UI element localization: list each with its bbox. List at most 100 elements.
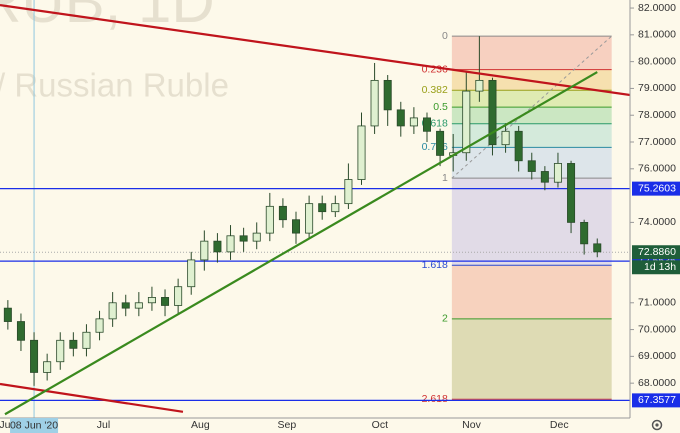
price-tag: 67.3577 [638,394,676,406]
candle-body [56,339,65,363]
x-tick-label: Nov [462,419,481,431]
watermark-subtitle: / Russian Ruble [0,67,229,104]
y-tick-label: 70.0000 [638,323,676,335]
time-axis [0,418,630,433]
fib-label: 0 [442,30,448,42]
fib-zone [451,90,612,108]
fib-zone [451,318,612,400]
candle-body [252,232,261,242]
candle-body [383,79,392,111]
candle-body [580,221,589,245]
y-tick-label: 79.0000 [638,82,676,94]
last-price-tag: 72.8860 [638,246,676,258]
x-tick-label: Aug [191,419,210,431]
candle-body [501,130,510,146]
y-tick-label: 77.0000 [638,136,676,148]
settings-icon[interactable] [651,419,663,431]
candle-body [527,160,536,172]
candle-body [462,90,471,154]
countdown: 1d 13h [644,261,676,273]
candle-body [121,302,130,309]
candle-body [344,179,353,205]
candle-body [357,125,366,180]
candle-body [161,297,170,306]
candle-body [134,302,143,309]
candle-body [265,205,274,234]
fib-label: 0.5 [433,101,448,113]
candle-body [553,163,562,183]
price-axis [630,0,680,433]
fib-label: 1.618 [422,259,448,271]
y-tick-label: 78.0000 [638,109,676,121]
y-tick-label: 71.0000 [638,297,676,309]
fib-zone [451,265,612,319]
candle-body [108,302,117,320]
candle-body [82,331,91,349]
candle-body [540,171,549,183]
y-tick-label: 76.0000 [638,163,676,175]
trend-line [0,4,630,97]
countdown-bg [632,260,680,275]
fib-zone [451,36,612,70]
candle-body [514,130,523,162]
candle-body [187,259,196,288]
candle-body [370,79,379,127]
candle-body [318,203,327,213]
fib-label: 2.618 [422,393,448,405]
y-tick-label: 68.0000 [638,377,676,389]
candle-body [69,339,78,349]
candle-body [3,307,12,322]
candle-body [174,286,183,306]
candle-body [436,130,445,156]
x-tick-label: Sep [277,419,296,431]
candle-body [16,321,25,341]
candle-body [396,109,405,127]
candle-body [488,79,497,146]
candle-body [95,318,104,333]
candle-body [305,203,314,234]
fib-label: 2 [442,313,448,325]
y-tick-label: 74.0000 [638,216,676,228]
price-tag-bg [632,181,680,196]
y-tick-label: 81.0000 [638,29,676,41]
x-tick-label: Dec [550,419,569,431]
trend-line [4,71,598,416]
candle-body [226,235,235,253]
fib-zone [451,123,612,148]
candle-body [331,203,340,213]
x-tick-label: Oct [372,419,388,431]
fib-label: 0.618 [422,118,448,130]
trend-line [0,382,184,413]
y-tick-label: 80.0000 [638,55,676,67]
candle-body [239,235,248,242]
fib-label: 1 [442,172,448,184]
gear-center [655,423,659,427]
price-tag: 75.2603 [638,182,676,194]
y-tick-label: 82.0000 [638,2,676,14]
candle-body [475,79,484,92]
candle-body [292,219,301,234]
candle-body [593,243,602,253]
gear[interactable] [651,419,663,431]
fib-label: 0.382 [422,84,448,96]
fib-zone [451,178,612,266]
candle-body [422,117,431,132]
price-tag-bg [632,393,680,408]
candle-body [409,117,418,127]
candle-body [43,361,52,373]
candle-body [567,163,576,223]
candle-body [213,240,222,253]
crosshair-tag-bg [10,418,59,433]
candle-body [278,205,287,221]
candle-body [30,339,39,373]
watermark-title: RUB, 1D [0,0,215,35]
last-price-tag-bg [632,245,680,260]
candle-body [200,240,209,261]
y-tick-label: 69.0000 [638,350,676,362]
x-tick-label: Jul [97,419,110,431]
crosshair-tag: 08 Jun '20 [10,419,58,431]
candle-body [147,297,156,304]
